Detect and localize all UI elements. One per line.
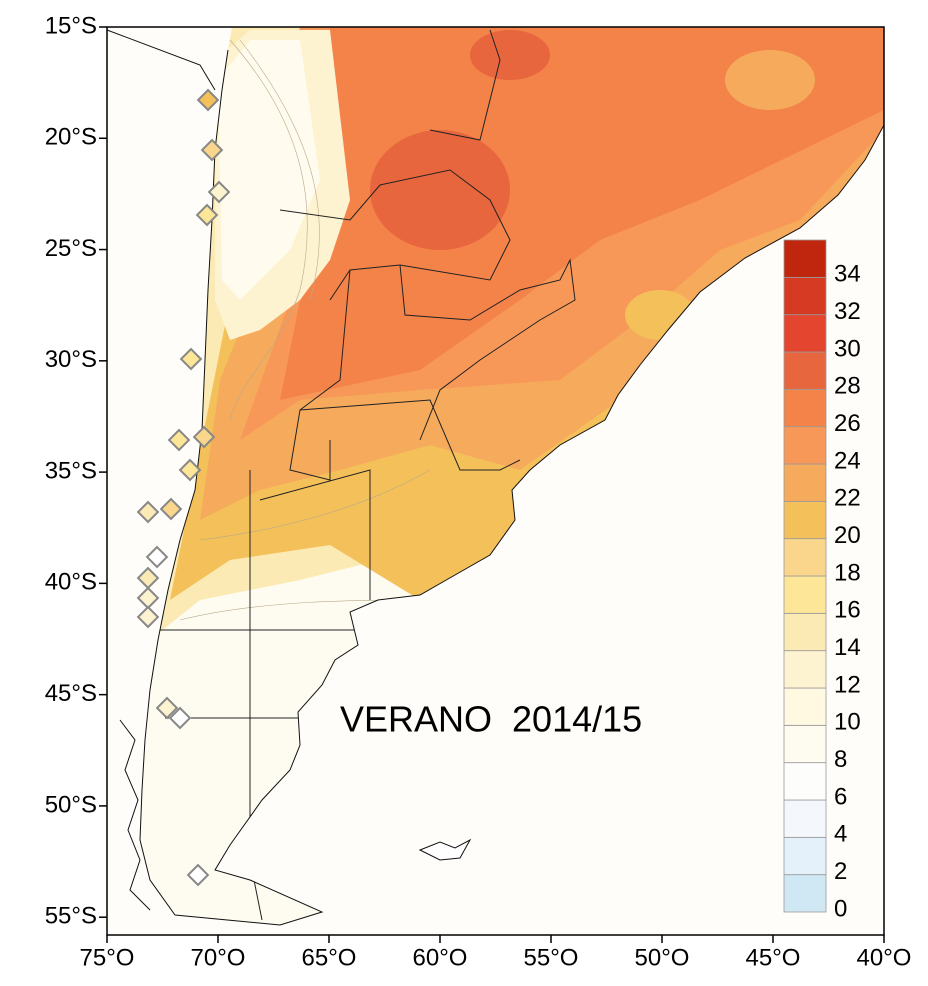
y-tick-label: 45°S — [45, 680, 97, 707]
legend-label: 14 — [834, 634, 861, 661]
y-tick-label: 40°S — [45, 569, 97, 596]
y-tick-label: 55°S — [45, 903, 97, 930]
legend-label: 16 — [834, 597, 861, 624]
x-tick-label: 70°O — [191, 944, 246, 971]
legend-swatch — [783, 687, 827, 726]
legend-label: 0 — [834, 895, 847, 922]
legend-swatch — [783, 538, 827, 577]
legend-swatch — [783, 874, 827, 913]
chile-islands — [119, 719, 151, 911]
y-tick-label: 35°S — [45, 457, 97, 484]
season-label: VERANO 2014/15 — [340, 699, 642, 740]
y-tick-label: 30°S — [45, 346, 97, 373]
x-tick-label: 60°O — [413, 944, 468, 971]
x-tick-label: 50°O — [635, 944, 690, 971]
legend-label: 34 — [834, 261, 861, 288]
legend-swatch — [783, 239, 827, 278]
legend-swatch — [783, 650, 827, 689]
legend-swatch — [783, 463, 827, 502]
legend-swatch — [783, 799, 827, 838]
legend-swatch — [783, 388, 827, 428]
stations — [136, 88, 231, 887]
legend-swatch — [783, 575, 827, 614]
x-tick-label: 45°O — [746, 944, 801, 971]
frame — [106, 26, 885, 936]
coastline — [139, 26, 885, 926]
legend-label: 32 — [834, 298, 861, 325]
legend-label: 4 — [834, 821, 847, 848]
y-tick-label: 20°S — [45, 124, 97, 151]
y-tick-label: 25°S — [45, 235, 97, 262]
legend-swatch — [783, 500, 827, 540]
legend-label: 20 — [834, 522, 861, 549]
legend-label: 12 — [834, 671, 861, 698]
legend-label: 6 — [834, 783, 847, 810]
legend-swatch — [783, 426, 827, 465]
legend-label: 24 — [834, 447, 861, 474]
legend-swatch — [783, 612, 827, 652]
legend-label: 26 — [834, 410, 861, 437]
legend-swatch — [783, 762, 827, 801]
legend-swatch — [783, 351, 827, 390]
legend-label: 30 — [834, 335, 861, 362]
x-tick-label: 55°O — [524, 944, 579, 971]
legend-label: 2 — [834, 858, 847, 885]
legend-swatch — [783, 836, 827, 876]
legend-label: 22 — [834, 485, 861, 512]
y-tick-label: 15°S — [45, 12, 97, 39]
legend-label: 28 — [834, 373, 861, 400]
legend-label: 18 — [834, 559, 861, 586]
legend-label: 10 — [834, 709, 861, 736]
y-tick-label: 50°S — [45, 791, 97, 818]
legend-swatch — [783, 276, 827, 316]
peru-coast — [106, 29, 216, 91]
legend-label: 8 — [834, 746, 847, 773]
legend-swatch — [783, 314, 827, 353]
legend-swatch — [783, 724, 827, 764]
x-tick-label: 40°O — [857, 944, 912, 971]
islands — [418, 838, 472, 861]
x-tick-label: 65°O — [302, 944, 357, 971]
x-tick-label: 75°O — [80, 944, 135, 971]
